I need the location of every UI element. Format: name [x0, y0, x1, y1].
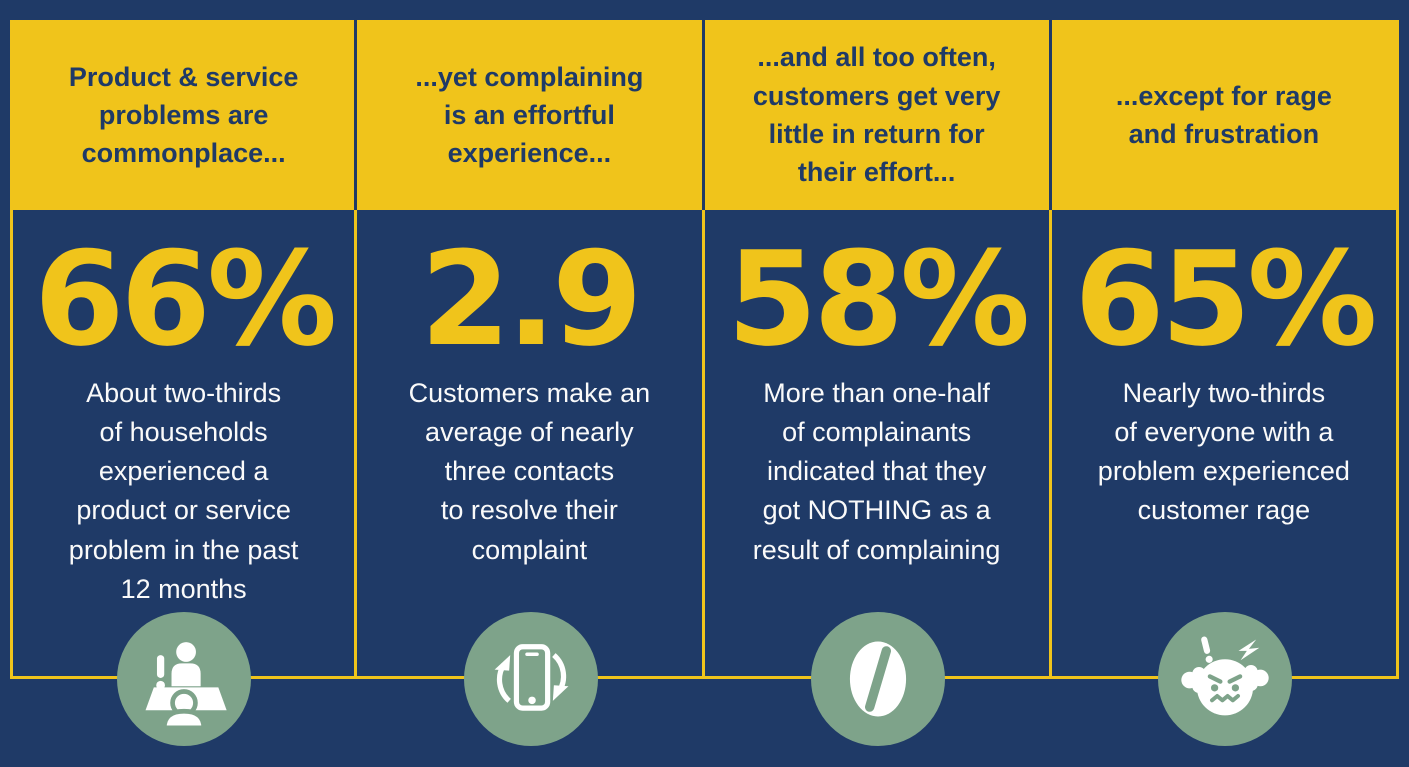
stat-column-nothing: ...and all too often, customers get very… — [704, 20, 1052, 746]
column-body: 66% About two-thirds of households exper… — [10, 210, 358, 679]
stat-column-effort: ...yet complaining is an effortful exper… — [357, 20, 705, 746]
column-body: 65% Nearly two-thirds of everyone with a… — [1051, 210, 1399, 679]
stat-column-rage: ...except for rage and frustration 65% N… — [1051, 20, 1399, 746]
stat-value: 65% — [1074, 223, 1377, 375]
stat-value: 2.9 — [420, 223, 642, 375]
stat-columns: Product & service problems are commonpla… — [10, 20, 1399, 746]
stat-description: Customers make an average of nearly thre… — [408, 378, 651, 565]
column-header: ...yet complaining is an effortful exper… — [357, 20, 705, 210]
complaint-desk-icon — [116, 612, 251, 746]
column-header: Product & service problems are commonpla… — [10, 20, 358, 210]
stat-column-problems: Product & service problems are commonpla… — [10, 20, 358, 746]
phone-repeat-contacts-icon — [463, 612, 598, 746]
column-header: ...except for rage and frustration — [1051, 20, 1399, 210]
column-body: 58% More than one-half of complainants i… — [704, 210, 1052, 679]
stat-value: 66% — [34, 223, 337, 375]
stat-description: About two-thirds of households experienc… — [68, 378, 299, 604]
stat-description: More than one-half of complainants indic… — [752, 378, 1001, 565]
column-body: 2.9 Customers make an average of nearly … — [357, 210, 705, 679]
stat-value: 58% — [727, 223, 1030, 375]
stat-description: Nearly two-thirds of everyone with a pro… — [1097, 378, 1350, 526]
zero-nothing-icon — [811, 612, 946, 746]
column-header: ...and all too often, customers get very… — [704, 20, 1052, 210]
rage-face-icon — [1158, 612, 1293, 746]
